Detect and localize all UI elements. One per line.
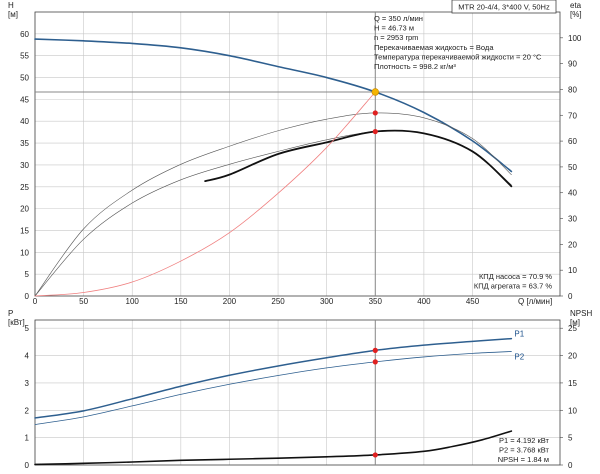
y-right-tick-label: 20 bbox=[568, 240, 577, 249]
series-head-line bbox=[34, 38, 513, 173]
y-left-tick-label: 25 bbox=[20, 183, 29, 192]
y-left-tick-label: 0 bbox=[25, 461, 30, 470]
operating-point-marker bbox=[372, 110, 378, 116]
y-left-unit: [м] bbox=[8, 10, 18, 19]
y-right-tick-label: 100 bbox=[568, 34, 582, 43]
y-right-tick-label: 30 bbox=[568, 215, 577, 224]
power-info-line: P1 = 4.192 кВт bbox=[499, 436, 550, 445]
series-NPSH-line bbox=[34, 430, 513, 466]
y-right-tick-label: 10 bbox=[568, 406, 577, 415]
y-left-tick-label: 0 bbox=[25, 292, 30, 301]
y-right-unit: [%] bbox=[570, 10, 582, 19]
x-tick-label: 50 bbox=[79, 297, 88, 306]
duty-info-line: n = 2953 rpm bbox=[374, 33, 418, 42]
series-P1-label: P1 bbox=[514, 330, 524, 339]
y-left-tick-label: 10 bbox=[20, 248, 29, 257]
y-left-tick-label: 1 bbox=[25, 434, 30, 443]
y-left-tick-label: 3 bbox=[25, 379, 30, 388]
power-info-line: P2 = 3.768 кВт bbox=[499, 445, 550, 454]
y-left-tick-label: 45 bbox=[20, 95, 29, 104]
duty-info-line: Перекачиваемая жидкость = Вода bbox=[374, 43, 494, 52]
plot-frame bbox=[34, 319, 561, 466]
x-tick-label: 450 bbox=[466, 297, 480, 306]
y-right-tick-label: 0 bbox=[568, 292, 573, 301]
y-left-title: P bbox=[8, 309, 13, 318]
x-tick-label: 250 bbox=[271, 297, 285, 306]
y-left-tick-label: 5 bbox=[25, 270, 30, 279]
y-right-tick-label: 70 bbox=[568, 111, 577, 120]
duty-info-line: Плотность = 998.2 кг/м³ bbox=[374, 62, 456, 71]
y-right-title: eta bbox=[570, 1, 582, 10]
duty-info-line: H = 46.73 м bbox=[374, 24, 414, 33]
x-tick-label: 100 bbox=[126, 297, 140, 306]
y-left-tick-label: 35 bbox=[20, 139, 29, 148]
y-left-tick-label: 5 bbox=[25, 324, 30, 333]
y-right-tick-label: 25 bbox=[568, 324, 577, 333]
series-P2-label: P2 bbox=[514, 352, 524, 361]
operating-point-marker bbox=[372, 128, 378, 135]
efficiency-info-line: КПД агрегата = 63.7 % bbox=[474, 281, 552, 290]
series-P1-line bbox=[34, 337, 513, 419]
chart-annotations: MTR 20-4/4, 3*400 V, 50Hz Q = 350 л/минH… bbox=[374, 0, 557, 464]
y-left-tick-label: 20 bbox=[20, 205, 29, 214]
y-left-tick-label: 4 bbox=[25, 352, 30, 361]
y-left-tick-label: 55 bbox=[20, 52, 29, 61]
y-right-tick-label: 5 bbox=[568, 434, 573, 443]
y-left-tick-label: 30 bbox=[20, 161, 29, 170]
y-left-tick-label: 50 bbox=[20, 74, 29, 83]
y-right-title: NPSH bbox=[570, 309, 592, 318]
series-P2-line bbox=[34, 351, 512, 425]
efficiency-info-line: КПД насоса = 70.9 % bbox=[479, 272, 552, 281]
x-tick-label: 350 bbox=[369, 297, 383, 306]
x-tick-label: 0 bbox=[33, 297, 38, 306]
plot-frame bbox=[34, 11, 561, 297]
y-right-tick-label: 90 bbox=[568, 60, 577, 69]
y-right-unit: [м] bbox=[570, 318, 580, 327]
duty-info-line: Q = 350 л/мин bbox=[374, 14, 423, 23]
y-left-unit: [кВт] bbox=[8, 318, 25, 327]
x-tick-label: 200 bbox=[223, 297, 237, 306]
y-right-tick-label: 80 bbox=[568, 85, 577, 94]
x-tick-label: 150 bbox=[174, 297, 188, 306]
y-left-tick-label: 2 bbox=[25, 406, 30, 415]
operating-point-marker bbox=[372, 359, 378, 365]
y-left-tick-label: 15 bbox=[20, 226, 29, 235]
x-tick-label: 300 bbox=[320, 297, 334, 306]
y-right-tick-label: 60 bbox=[568, 137, 577, 146]
x-axis-title: Q [л/мин] bbox=[518, 297, 552, 306]
series-pump_efficiency-line bbox=[34, 112, 512, 297]
power-info-line: NPSH = 1.84 м bbox=[498, 455, 549, 464]
y-right-tick-label: 10 bbox=[568, 266, 577, 275]
duty-info-line: Температура перекачиваемой жидкости = 20… bbox=[374, 52, 542, 61]
series-unit_efficiency_range-line bbox=[204, 129, 513, 188]
y-left-tick-label: 60 bbox=[20, 30, 29, 39]
x-tick-label: 400 bbox=[417, 297, 431, 306]
head-efficiency-panel: 0 50 100 150 200 250 300 350 400 4500510152025303… bbox=[8, 1, 582, 306]
y-left-tick-label: 40 bbox=[20, 117, 29, 126]
model-box bbox=[451, 0, 557, 14]
operating-point-marker bbox=[372, 452, 378, 458]
y-right-tick-label: 15 bbox=[568, 379, 577, 388]
y-right-tick-label: 0 bbox=[568, 461, 573, 470]
y-right-tick-label: 40 bbox=[568, 189, 577, 198]
duty-point-marker bbox=[371, 88, 379, 96]
operating-point-marker bbox=[372, 347, 378, 353]
model-label: MTR 20-4/4, 3*400 V, 50Hz bbox=[458, 3, 550, 12]
series-system-line bbox=[34, 91, 376, 297]
y-right-tick-label: 50 bbox=[568, 163, 577, 172]
y-left-title: H bbox=[8, 1, 14, 10]
power-npsh-panel: 0 1 2 3 4 5 0 5 10 15 20 25 P[кВт] NPSH[м] P1 P2 bbox=[8, 309, 592, 470]
y-right-tick-label: 20 bbox=[568, 352, 577, 361]
